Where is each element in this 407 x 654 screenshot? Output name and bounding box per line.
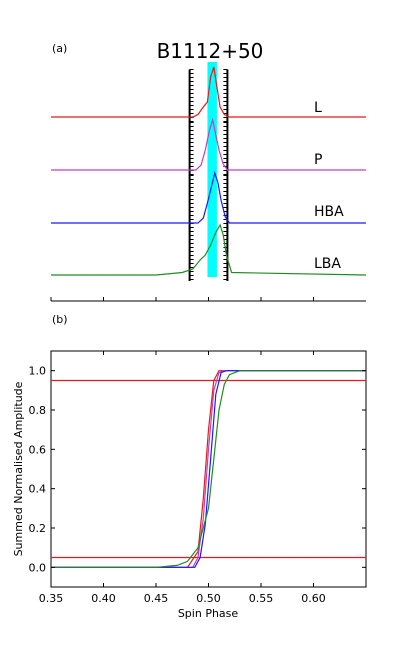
y-tick-label: 0.2	[29, 522, 47, 535]
panel-b: (b) 0.35 0.40 0.45 0.50 0.55 0.60 0.00.20.40.…	[12, 313, 367, 620]
x-tick-label: 0.45	[144, 592, 169, 605]
y-tick-label: 0.0	[29, 561, 47, 574]
x-axis-ticks: 0.35 0.40 0.45 0.50 0.55 0.60	[39, 351, 326, 605]
cumulative-line-lba	[51, 370, 366, 568]
panel-a-label: (a)	[52, 42, 67, 55]
y-axis-label: Summed Normalised Amplitude	[12, 381, 25, 556]
band-label-lba: LBA	[314, 256, 341, 272]
band-label-p: P	[314, 152, 322, 168]
y-tick-label: 0.6	[29, 443, 47, 456]
panel-b-frame	[50, 350, 367, 588]
cumulative-line-l	[51, 370, 366, 568]
panel-b-label: (b)	[52, 313, 68, 326]
y-tick-label: 0.4	[29, 483, 47, 496]
panel-a-title: B1112+50	[157, 39, 264, 63]
y-tick-label: 1.0	[29, 365, 47, 378]
threshold-lines	[51, 379, 366, 559]
profile-line-hba	[51, 170, 366, 224]
x-tick-label: 0.35	[39, 592, 64, 605]
cumulative-line-hba	[51, 370, 366, 568]
profile-lines	[51, 66, 367, 276]
panel-a: (a) B1112+50 L P HBA LBA	[50, 39, 367, 302]
x-tick-label: 0.60	[301, 592, 326, 605]
profile-line-p	[51, 117, 366, 171]
panel-a-ticks	[50, 297, 314, 301]
band-label-hba: HBA	[314, 204, 344, 220]
profile-line-lba	[51, 223, 367, 276]
boundary-markers	[188, 69, 229, 281]
y-tick-label: 0.8	[29, 404, 47, 417]
x-tick-label: 0.50	[196, 592, 221, 605]
profile-line-l	[51, 66, 366, 118]
x-tick-label: 0.40	[91, 592, 116, 605]
x-axis-label: Spin Phase	[178, 607, 239, 620]
y-axis-ticks: 0.0 0.2 0.4 0.6 0.8 1.0	[29, 365, 366, 574]
cumulative-lines	[51, 370, 366, 568]
cumulative-line-p	[51, 370, 366, 568]
pulse-window-shade	[207, 62, 217, 277]
x-tick-label: 0.55	[249, 592, 274, 605]
band-label-l: L	[314, 100, 322, 116]
